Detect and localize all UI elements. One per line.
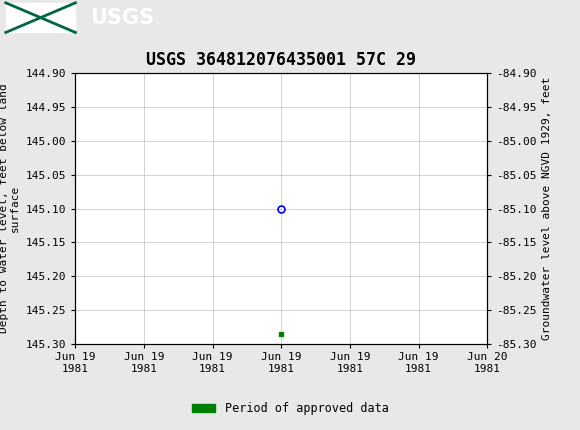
Bar: [6, 3, 75, 32]
Text: USGS: USGS: [90, 8, 154, 28]
Y-axis label: Depth to water level, feet below land
surface: Depth to water level, feet below land su…: [0, 84, 20, 333]
Y-axis label: Groundwater level above NGVD 1929, feet: Groundwater level above NGVD 1929, feet: [542, 77, 552, 340]
Title: USGS 364812076435001 57C 29: USGS 364812076435001 57C 29: [146, 51, 416, 69]
Legend: Period of approved data: Period of approved data: [187, 397, 393, 420]
